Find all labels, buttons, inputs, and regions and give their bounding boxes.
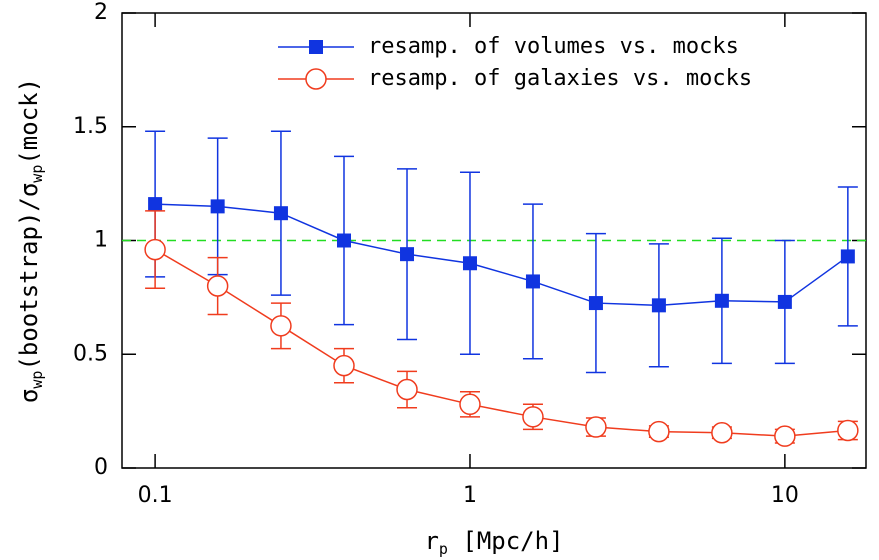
marker — [711, 421, 733, 444]
y-tick-label: 2 — [94, 0, 108, 25]
x-tick-label: 1 — [463, 483, 477, 508]
marker — [462, 256, 477, 271]
x-tick-label: 10 — [771, 483, 799, 508]
x-axis-title-part: [Mpc/h] — [448, 527, 564, 555]
x-axis-title-part: p — [439, 540, 448, 558]
y-axis-title-part: wp — [28, 371, 46, 389]
marker — [148, 197, 163, 212]
marker — [525, 274, 540, 289]
series-line — [154, 248, 848, 437]
y-axis-title-part: wp — [28, 165, 46, 183]
y-axis-title: σwp(bootstrap)/σwp(mock) — [15, 78, 46, 403]
marker — [840, 249, 855, 264]
legend-marker — [305, 68, 327, 90]
marker — [774, 425, 796, 447]
marker — [270, 315, 292, 337]
marker — [273, 206, 288, 221]
marker — [459, 393, 481, 416]
marker — [333, 354, 355, 377]
marker — [336, 233, 351, 248]
marker — [210, 199, 225, 214]
legend-marker — [309, 40, 323, 54]
marker — [396, 378, 418, 401]
y-tick-label: 0.5 — [73, 341, 108, 366]
y-tick-label: 1 — [94, 228, 108, 253]
marker — [648, 420, 670, 443]
y-tick-label: 0 — [94, 455, 108, 480]
series-line — [155, 203, 849, 307]
marker — [144, 238, 166, 261]
x-axis-title-part: r — [424, 527, 438, 555]
marker — [837, 419, 859, 442]
marker — [588, 296, 603, 311]
legend-label: resamp. of galaxies vs. mocks — [368, 66, 752, 91]
y-tick-label: 1.5 — [73, 114, 108, 139]
y-axis-title-part: σ — [15, 389, 43, 403]
x-tick-label: 0.1 — [138, 483, 173, 508]
legend-label: resamp. of volumes vs. mocks — [368, 34, 739, 59]
y-axis-title-part: (mock) — [15, 78, 43, 165]
marker — [714, 293, 729, 308]
marker — [651, 298, 666, 313]
y-axis-title-part: (bootstrap)/σ — [15, 183, 43, 371]
marker — [522, 406, 544, 428]
x-axis-title: rp [Mpc/h] — [424, 527, 563, 558]
marker — [400, 247, 415, 262]
marker — [777, 294, 792, 309]
marker — [585, 416, 607, 438]
marker — [206, 275, 229, 297]
